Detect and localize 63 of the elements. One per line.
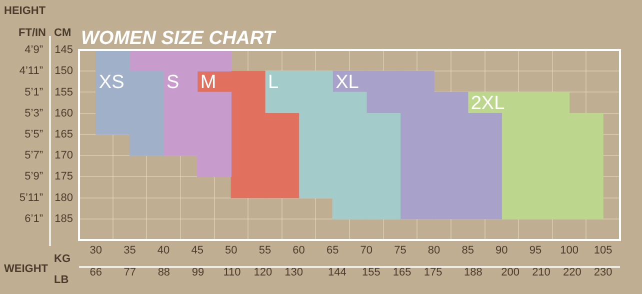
category-label: 5’5” xyxy=(24,128,43,140)
category-label: 4’11” xyxy=(19,65,43,78)
x-tick-label: 85 xyxy=(462,244,474,257)
x-tick-label: 30 xyxy=(90,244,102,257)
x-tick-label: 95 xyxy=(529,244,542,257)
x-tick-label: 50 xyxy=(225,244,238,257)
x-tick-label: 45 xyxy=(191,244,204,257)
category-label: 6’1” xyxy=(24,212,43,225)
x2-tick-label: 200 xyxy=(501,266,520,279)
x-tick-label: 80 xyxy=(428,244,440,257)
x-tick-label: 70 xyxy=(360,244,373,257)
x2-tick-label: 155 xyxy=(362,266,380,279)
x-axis-title: KG xyxy=(54,253,70,265)
y-tick-label: 160 xyxy=(54,107,73,120)
x2-tick-label: 230 xyxy=(594,266,612,279)
x2-tick-label: 66 xyxy=(90,266,102,279)
text: WEIGHT xyxy=(4,263,48,275)
y-tick-label: 165 xyxy=(54,128,73,140)
x2-tick-label: 99 xyxy=(192,266,204,279)
x-tick-label: 105 xyxy=(594,244,612,257)
x2-tick-label: 144 xyxy=(328,266,346,279)
x2-tick-label: 88 xyxy=(158,266,170,279)
series-label: XL xyxy=(336,72,359,93)
series-label: XS xyxy=(98,72,124,93)
x2-tick-label: 210 xyxy=(532,266,550,279)
y-tick-label: 145 xyxy=(54,44,73,56)
y-tick-label: 150 xyxy=(54,65,73,78)
x-tick-label: 35 xyxy=(124,244,136,257)
series-label: 2XL xyxy=(470,93,505,114)
x-tick-label: 100 xyxy=(560,244,578,257)
y-tick-label: 170 xyxy=(54,150,73,162)
y-tick-label: 175 xyxy=(54,170,73,183)
x-tick-label: 55 xyxy=(258,244,272,257)
series-label: L xyxy=(268,72,279,93)
x2-tick-label: 120 xyxy=(254,266,272,279)
x2-tick-label: 188 xyxy=(464,266,482,279)
x2-tick-label: 165 xyxy=(392,266,412,279)
x2-tick-label: 77 xyxy=(124,266,136,279)
x-tick-label: 40 xyxy=(157,244,170,257)
y-tick-label: 185 xyxy=(54,212,73,225)
x-tick-label: 75 xyxy=(394,244,406,257)
category-label: 5’1” xyxy=(24,86,43,98)
x-tick-label: 65 xyxy=(326,244,339,257)
category-label: 4’9” xyxy=(24,44,43,56)
y-axis-title: CM xyxy=(54,27,72,39)
y-tick-label: 180 xyxy=(54,192,73,204)
chart-title: WOMEN SIZE CHART xyxy=(81,28,276,49)
category-label: 5’3” xyxy=(24,107,43,120)
x2-tick-label: 220 xyxy=(562,266,582,279)
text: HEIGHT xyxy=(4,5,46,17)
series-label: S xyxy=(166,72,180,93)
y2-axis-title: FT/IN xyxy=(18,27,46,39)
x-tick-label: 60 xyxy=(292,244,305,257)
series-label: M xyxy=(200,72,216,93)
category-label: 5’11” xyxy=(19,192,43,204)
x2-tick-label: 110 xyxy=(223,266,241,279)
y-tick-label: 155 xyxy=(54,86,73,98)
category-label: 5’7” xyxy=(24,150,43,162)
category-label: 5’9” xyxy=(24,170,43,183)
x-tick-label: 90 xyxy=(496,244,508,257)
x2-axis-title: LB xyxy=(54,274,69,286)
x2-tick-label: 175 xyxy=(424,266,442,279)
x2-tick-label: 130 xyxy=(284,266,304,279)
